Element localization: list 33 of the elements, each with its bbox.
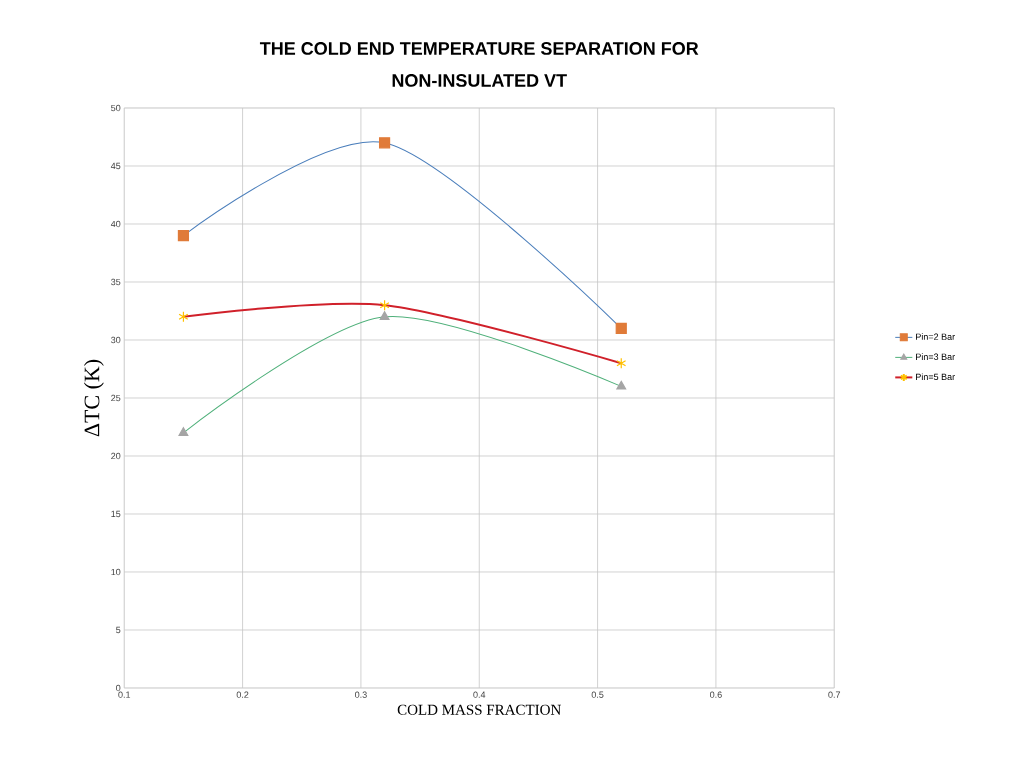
x-tick-label: 0.5 — [591, 691, 604, 698]
y-tick-label: 25 — [111, 394, 121, 402]
point — [616, 357, 627, 369]
x-tick-label: 0.1 — [118, 691, 131, 698]
point — [177, 229, 190, 242]
x-tick-label: 0.4 — [473, 691, 486, 698]
x-tick-label: 0.7 — [828, 691, 841, 698]
y-axis-title: ΔTC (K) — [83, 359, 104, 437]
y-tick-label: 20 — [111, 452, 121, 460]
point — [378, 137, 391, 149]
point — [178, 427, 189, 436]
y-tick-label: 10 — [111, 568, 121, 576]
y-tick-label: 50 — [111, 104, 121, 112]
x-tick-label: 0.3 — [355, 691, 367, 698]
point — [616, 380, 627, 390]
point — [615, 322, 627, 334]
y-tick-label: 5 — [116, 626, 121, 634]
y-tick-label: 40 — [110, 220, 121, 228]
chart-title: THE COLD END TEMPERATURE SEPARATION FOR NON-INSULATED VT — [259, 42, 699, 87]
x-tick-label: 0.6 — [710, 691, 722, 698]
legend-label: Pin=2 Bar — [916, 333, 955, 340]
y-tick-label: 0 — [116, 684, 121, 692]
legend-label: Pin=3 Bar — [916, 353, 955, 360]
y-tick-label: 45 — [110, 162, 121, 170]
x-tick-label: 0.2 — [236, 691, 249, 698]
y-tick-label: 35 — [111, 278, 121, 286]
y-tick-label: 30 — [111, 336, 121, 344]
legend-label: Pin=5 Bar — [916, 373, 955, 381]
y-tick-label: 15 — [111, 510, 121, 518]
x-axis-title: COLD MASS FRACTION — [397, 704, 561, 715]
point — [379, 299, 390, 311]
point — [178, 311, 189, 323]
point — [379, 311, 390, 320]
